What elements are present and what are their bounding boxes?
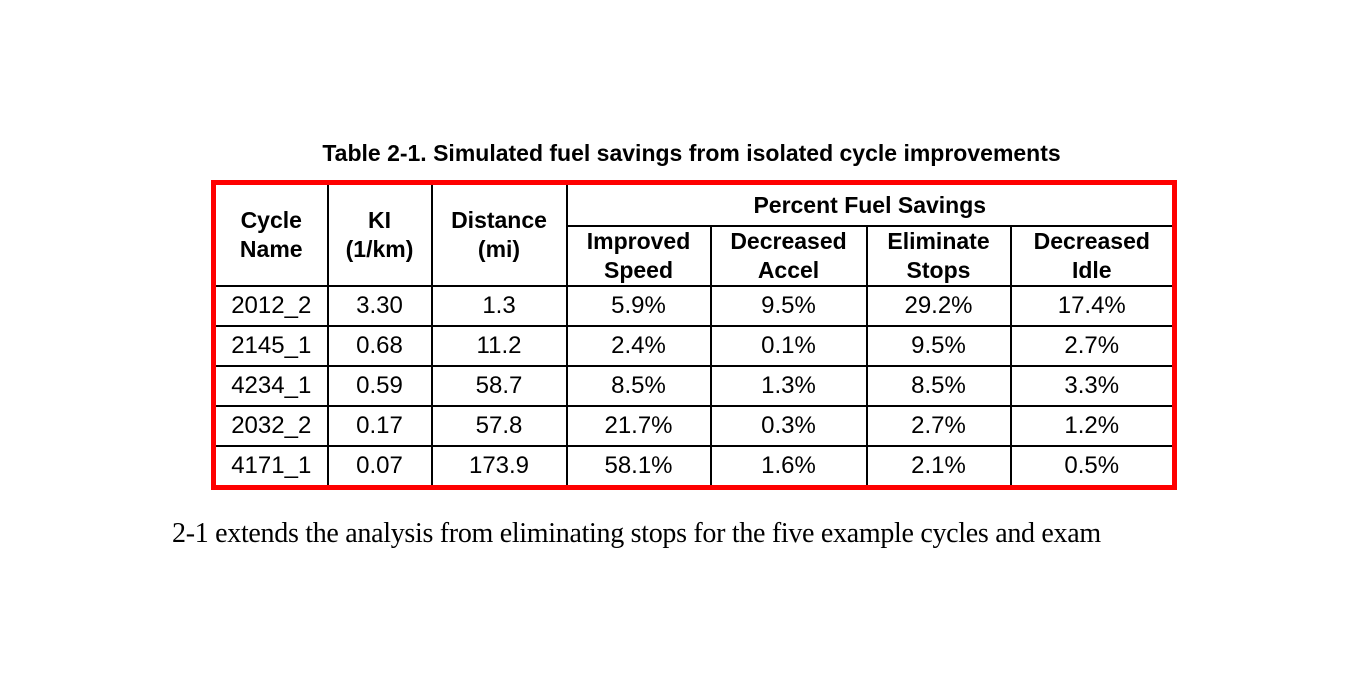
col-header-ki: KI (1/km) (326, 181, 433, 287)
cell-improved-speed: 21.7% (565, 405, 712, 447)
cell-ki: 0.59 (326, 365, 433, 407)
col-header-decreased-idle: Decreased Idle (1009, 225, 1176, 287)
cell-ki: 0.07 (326, 445, 433, 489)
col-group-header-percent-fuel-savings: Percent Fuel Savings (565, 181, 1176, 227)
cell-distance: 58.7 (430, 365, 568, 407)
col-header-eliminate-stops: Eliminate Stops (865, 225, 1012, 287)
cell-decreased-accel: 9.5% (709, 285, 868, 327)
cell-distance: 57.8 (430, 405, 568, 447)
cell-eliminate-stops: 9.5% (865, 325, 1012, 367)
cell-improved-speed: 8.5% (565, 365, 712, 407)
col-header-cycle-name: Cycle Name (212, 181, 329, 287)
cell-distance: 11.2 (430, 325, 568, 367)
fuel-savings-table: Cycle Name KI (1/km) Distance (mi) Perce… (211, 180, 1178, 490)
cell-ki: 3.30 (326, 285, 433, 327)
cell-decreased-idle: 1.2% (1009, 405, 1176, 447)
cell-decreased-idle: 0.5% (1009, 445, 1176, 489)
cell-distance: 173.9 (430, 445, 568, 489)
table-row: 4234_1 0.59 58.7 8.5% 1.3% 8.5% 3.3% (212, 365, 1176, 407)
col-header-improved-speed: Improved Speed (565, 225, 712, 287)
cell-improved-speed: 2.4% (565, 325, 712, 367)
col-header-decreased-accel: Decreased Accel (709, 225, 868, 287)
body-text-line: 2-1 extends the analysis from eliminatin… (172, 518, 1101, 549)
cell-cycle-name: 4234_1 (212, 365, 329, 407)
cell-distance: 1.3 (430, 285, 568, 327)
table-row: 2145_1 0.68 11.2 2.4% 0.1% 9.5% 2.7% (212, 325, 1176, 367)
cell-decreased-accel: 0.3% (709, 405, 868, 447)
cell-improved-speed: 5.9% (565, 285, 712, 327)
table-row: 4171_1 0.07 173.9 58.1% 1.6% 2.1% 0.5% (212, 445, 1176, 489)
table-row: 2032_2 0.17 57.8 21.7% 0.3% 2.7% 1.2% (212, 405, 1176, 447)
table-title: Table 2-1. Simulated fuel savings from i… (322, 140, 1061, 166)
cell-decreased-accel: 1.6% (709, 445, 868, 489)
cell-cycle-name: 2032_2 (212, 405, 329, 447)
cell-eliminate-stops: 2.1% (865, 445, 1012, 489)
cell-cycle-name: 4171_1 (212, 445, 329, 489)
cell-decreased-idle: 2.7% (1009, 325, 1176, 367)
cell-improved-speed: 58.1% (565, 445, 712, 489)
table-row: 2012_2 3.30 1.3 5.9% 9.5% 29.2% 17.4% (212, 285, 1176, 327)
cell-cycle-name: 2012_2 (212, 285, 329, 327)
cell-decreased-idle: 17.4% (1009, 285, 1176, 327)
cell-ki: 0.17 (326, 405, 433, 447)
header-row-1: Cycle Name KI (1/km) Distance (mi) Perce… (212, 181, 1176, 287)
cell-ki: 0.68 (326, 325, 433, 367)
cell-eliminate-stops: 8.5% (865, 365, 1012, 407)
cell-decreased-idle: 3.3% (1009, 365, 1176, 407)
col-header-distance: Distance (mi) (430, 181, 568, 287)
cell-eliminate-stops: 29.2% (865, 285, 1012, 327)
cell-decreased-accel: 1.3% (709, 365, 868, 407)
cell-decreased-accel: 0.1% (709, 325, 868, 367)
header-row-2: Improved Speed Decreased Accel Eliminate… (214, 225, 1176, 287)
cell-eliminate-stops: 2.7% (865, 405, 1012, 447)
cell-cycle-name: 2145_1 (212, 325, 329, 367)
